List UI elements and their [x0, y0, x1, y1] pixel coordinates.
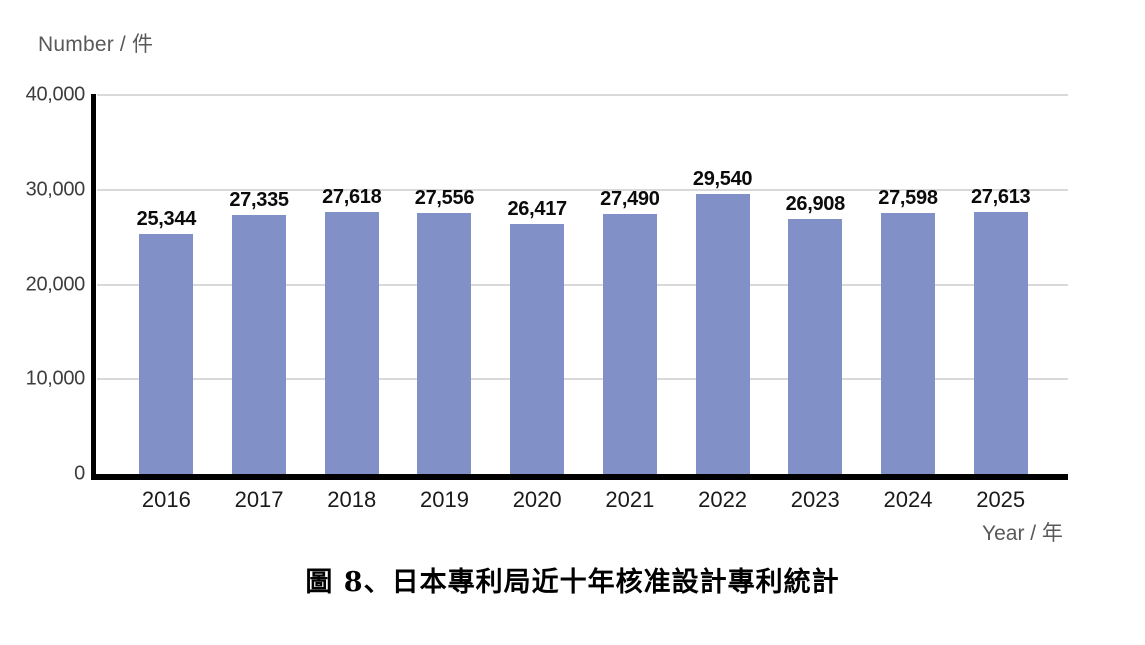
- y-tick-label: 10,000: [25, 367, 86, 390]
- bar-slot-2021: 27,490: [584, 95, 677, 474]
- x-axis-line: [91, 474, 1068, 480]
- figure-caption: 圖 8、日本專利局近十年核准設計專利統計: [305, 567, 840, 598]
- bar-slot-2022: 29,540: [676, 95, 769, 474]
- bar-2023: [788, 219, 843, 474]
- y-tick-label: 40,000: [25, 83, 86, 106]
- bar-value-label: 27,335: [229, 189, 289, 211]
- bar-2016: [139, 234, 194, 474]
- y-tick-label: 30,000: [25, 178, 86, 201]
- bar-value-label: 25,344: [136, 208, 197, 230]
- x-tick-label: 2020: [512, 487, 562, 512]
- y-axis-line: [91, 94, 96, 480]
- bar-value-label: 27,556: [414, 187, 475, 209]
- bar-2021: [602, 214, 657, 474]
- bar-2017: [232, 215, 287, 474]
- bar-2024: [880, 213, 935, 474]
- x-tick-label: 2024: [883, 487, 933, 512]
- x-tick-label: 2023: [790, 487, 840, 512]
- bar-slot-2019: 27,556: [398, 95, 491, 474]
- bar-slot-2024: 27,598: [862, 95, 955, 474]
- y-axis-title: Number / 件: [38, 33, 154, 56]
- bar-slot-2017: 27,335: [213, 95, 306, 474]
- gridline-20000: [97, 283, 1068, 286]
- gridline-10000: [97, 378, 1068, 381]
- gridline-30000: [97, 188, 1068, 191]
- bar-value-label: 26,417: [507, 198, 567, 220]
- y-tick-label: 20,000: [25, 273, 86, 295]
- bar-slot-2020: 26,417: [491, 95, 584, 474]
- x-tick-label: 2021: [605, 487, 655, 512]
- bar-2022: [695, 194, 750, 474]
- x-tick-label: 2025: [976, 487, 1026, 512]
- bar-2025: [973, 212, 1028, 474]
- bar-value-label: 27,598: [878, 187, 938, 209]
- bar-value-label: 27,618: [322, 186, 382, 208]
- bar-slot-2023: 26,908: [769, 95, 862, 474]
- bar-value-label: 27,613: [970, 186, 1031, 208]
- bar-2020: [510, 224, 565, 474]
- bar-2018: [324, 212, 379, 474]
- x-axis-labels: 2016 2017 2018 2019 2020 2021 2022 2023 2024 2025: [120, 487, 1047, 513]
- bar-slot-2025: 27,613: [954, 95, 1047, 474]
- x-tick-label: 2018: [327, 487, 377, 512]
- bars-area: 25,344 27,335 27,618 27,556 26,417 27,490 29,5…: [120, 95, 1047, 474]
- bar-value-label: 26,908: [785, 193, 846, 215]
- bar-value-label: 27,490: [600, 188, 660, 210]
- x-tick-label: 2016: [141, 487, 191, 512]
- y-axis-ticks: 40,000 30,000 20,000 10,000 0: [0, 84, 86, 485]
- gridline-40000: [97, 94, 1068, 96]
- bar-2019: [417, 213, 472, 474]
- plot-area: 25,344 27,335 27,618 27,556 26,417 27,490 29,5…: [97, 94, 1068, 474]
- x-tick-label: 2019: [419, 487, 469, 512]
- x-tick-label: 2017: [234, 487, 284, 512]
- bar-slot-2016: 25,344: [120, 95, 213, 474]
- x-tick-label: 2022: [698, 487, 748, 512]
- bar-value-label: 29,540: [692, 168, 753, 190]
- y-tick-label: 0: [74, 462, 85, 485]
- bar-slot-2018: 27,618: [305, 95, 398, 474]
- x-axis-title: Year / 年: [982, 522, 1063, 545]
